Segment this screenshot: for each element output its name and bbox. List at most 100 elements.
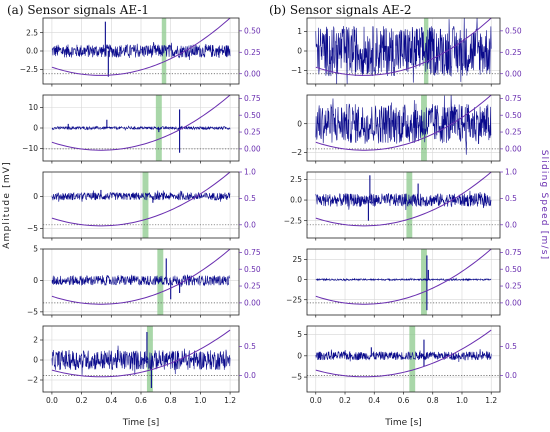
panel-2 [304, 94, 503, 164]
panel-plot-area [307, 18, 500, 84]
y-tick-label: −2 [291, 148, 302, 157]
x-tick-label: 0.6 [135, 396, 147, 405]
x-tick-label: 1.0 [456, 396, 468, 405]
speed-curve [51, 249, 231, 305]
y-tick-label: 2.5 [26, 28, 38, 37]
y2-tick-label: 0.0 [244, 220, 256, 229]
y2-tick-label: 0.5 [505, 342, 517, 351]
y2-tick-label: 0.00 [505, 144, 522, 153]
speed-curve [51, 329, 231, 378]
y2-tick-label: 0.00 [244, 144, 261, 153]
panel-plot-area [307, 172, 500, 238]
x-tick-label: 1.2 [485, 396, 497, 405]
y2-tick-label: 0.5 [244, 342, 256, 351]
chart-title: (b) Sensor signals AE-2 [269, 3, 412, 17]
y2-tick-label: 0.25 [505, 48, 522, 57]
signal-trace [51, 41, 231, 61]
y-tick-label: 1 [297, 27, 302, 36]
y2-tick-label: 0.5 [505, 194, 517, 203]
y-tick-label: 5 [297, 330, 302, 339]
y2-tick-label: 0.25 [505, 282, 522, 291]
y2-tick-label: 0.75 [505, 248, 522, 257]
y-tick-label: 0.0 [290, 196, 302, 205]
y2-tick-label: 0.50 [505, 265, 522, 274]
y-tick-label: 0 [33, 356, 38, 365]
panel-4 [40, 248, 242, 318]
y-tick-label: 0 [33, 124, 38, 133]
speed-curve [315, 95, 492, 151]
y2-tick-label: 0.25 [244, 48, 261, 57]
signal-trace [315, 18, 492, 84]
y2-tick-label: 0.25 [244, 128, 261, 137]
event-band [406, 172, 413, 238]
signal-trace [51, 345, 231, 376]
panel-plot-area [43, 326, 239, 392]
speed-curve [51, 172, 231, 227]
panel-2 [40, 94, 242, 164]
y2-tick-label: 0.00 [505, 298, 522, 307]
event-band [157, 249, 164, 315]
y-tick-label: 10 [28, 103, 38, 112]
x-axis-label: Time [s] [122, 418, 160, 428]
y-tick-label: −5 [27, 307, 38, 316]
panel-plot-area [43, 18, 239, 84]
y2-tick-label: 0.50 [505, 111, 522, 120]
panel-5 [304, 325, 503, 395]
y2-tick-label: 0.5 [244, 194, 256, 203]
y-tick-label: −2 [27, 376, 38, 385]
signal-trace [315, 277, 492, 282]
x-tick-label: 0.0 [46, 396, 58, 405]
signal-trace [51, 125, 231, 131]
event-band [409, 326, 416, 392]
y-tick-label: 0 [297, 47, 302, 56]
x-axis-label: Time [s] [384, 418, 422, 428]
panel-1 [304, 17, 503, 87]
signal-trace [315, 190, 492, 210]
y-tick-label: 25 [292, 255, 302, 264]
y-tick-label: 5 [33, 245, 38, 254]
x-tick-label: 0.4 [105, 396, 117, 405]
panel-plot-area [43, 172, 239, 238]
y2-tick-label: 1.0 [505, 168, 517, 177]
y2-tick-label: 0.50 [244, 26, 261, 35]
y-tick-label: 0 [33, 192, 38, 201]
y-axis-label: Amplitude [mV] [2, 161, 12, 249]
x-tick-label: 0.0 [310, 396, 322, 405]
x-tick-label: 0.8 [427, 396, 439, 405]
speed-curve [315, 329, 492, 378]
y-tick-label: −5 [27, 224, 38, 233]
speed-curve [315, 172, 492, 227]
event-band [142, 172, 149, 238]
signal-trace [315, 95, 492, 155]
y2-tick-label: 0.00 [244, 69, 261, 78]
y2-tick-label: 0.25 [244, 282, 261, 291]
event-band [421, 95, 427, 161]
panel-plot-area [43, 95, 239, 161]
panel-plot-area [43, 249, 239, 315]
panel-plot-area [307, 249, 500, 315]
panel-3 [304, 171, 503, 241]
x-tick-label: 0.6 [398, 396, 410, 405]
signal-trace [51, 274, 231, 287]
y-tick-label: 0 [33, 276, 38, 285]
y-tick-label: 2.5 [290, 175, 302, 184]
signal-trace [315, 349, 492, 363]
panel-1 [40, 17, 242, 87]
y2-axis-label: Sliding Speed [m/s] [539, 150, 549, 261]
speed-curve [51, 18, 231, 76]
x-tick-label: 1.0 [194, 396, 206, 405]
y2-tick-label: 0.0 [505, 371, 517, 380]
y2-tick-label: 0.50 [244, 265, 261, 274]
x-tick-label: 0.8 [165, 396, 177, 405]
speed-curve [315, 18, 492, 76]
y-tick-label: −5 [291, 373, 302, 382]
x-tick-label: 0.4 [368, 396, 380, 405]
y-tick-label: 0.0 [26, 47, 38, 56]
y2-tick-label: 0.50 [244, 111, 261, 120]
speed-curve [51, 95, 231, 151]
y-tick-label: 0 [297, 275, 302, 284]
y2-tick-label: 0.00 [244, 298, 261, 307]
y-tick-label: 0 [297, 351, 302, 360]
panel-plot-area [307, 95, 500, 161]
